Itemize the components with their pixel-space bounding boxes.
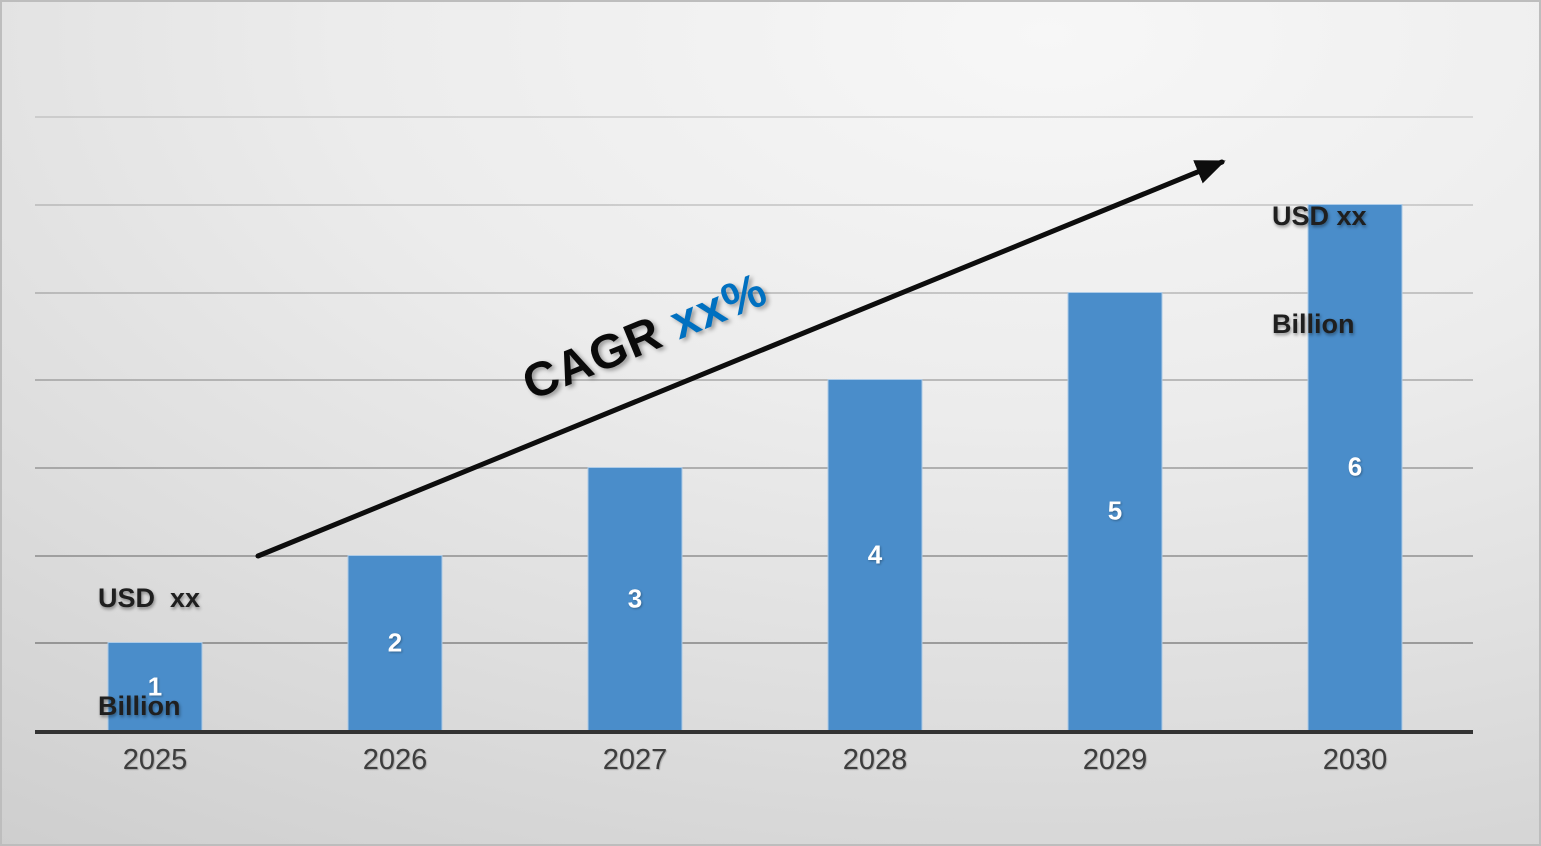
start-value-line2: Billion: [98, 691, 181, 721]
bar-value-label-2026: 2: [387, 627, 403, 658]
bar-2029: 5: [1067, 291, 1163, 730]
bar-slot-2026: 2: [275, 0, 515, 730]
bar-2027: 3: [587, 466, 683, 730]
gridline: [35, 642, 1473, 645]
x-axis-label-2026: 2026: [362, 744, 428, 776]
x-axis-label-2030: 2030: [1322, 744, 1388, 776]
end-value-annotation: USD xx Billion: [1272, 126, 1367, 414]
x-axis-labels: 2025 2026 2027 2028 2029 2030: [35, 744, 1475, 777]
bar-slot-2030: 6: [1235, 0, 1475, 730]
start-value-annotation: USD xx Billion: [98, 508, 200, 796]
bar-slot-2029: 5: [995, 0, 1235, 730]
bar-value-label-2029: 5: [1107, 495, 1123, 526]
bar-value-label-2025: 1: [147, 671, 163, 702]
bar-value-label-2030: 6: [1347, 451, 1363, 482]
bar-2030: 6: [1307, 203, 1403, 730]
bar-value-label-2027: 3: [627, 583, 643, 614]
bar-slot-2028: 4: [755, 0, 995, 730]
end-value-line2: Billion: [1272, 309, 1355, 339]
bar-2028: 4: [827, 379, 923, 730]
x-axis-label-2029: 2029: [1082, 744, 1148, 776]
x-axis-label-2025: 2025: [122, 744, 188, 776]
gridline: [35, 116, 1473, 119]
bar-2025: 1: [107, 642, 203, 730]
start-value-line1: USD xx: [98, 583, 201, 613]
bar-value-label-2028: 4: [867, 539, 883, 570]
bar-2026: 2: [347, 554, 443, 730]
bar-series: 1 2 3 4 5 6: [35, 0, 1475, 730]
x-axis-label-2028: 2028: [842, 744, 908, 776]
x-axis-label-2027: 2027: [602, 744, 668, 776]
x-axis-line: [35, 730, 1473, 734]
chart-plot-area: 1 2 3 4 5 6 2025 2026 2027 2028 2029 2030: [35, 0, 1475, 846]
end-value-line1: USD xx: [1272, 201, 1367, 231]
bar-slot-2025: 1: [35, 0, 275, 730]
